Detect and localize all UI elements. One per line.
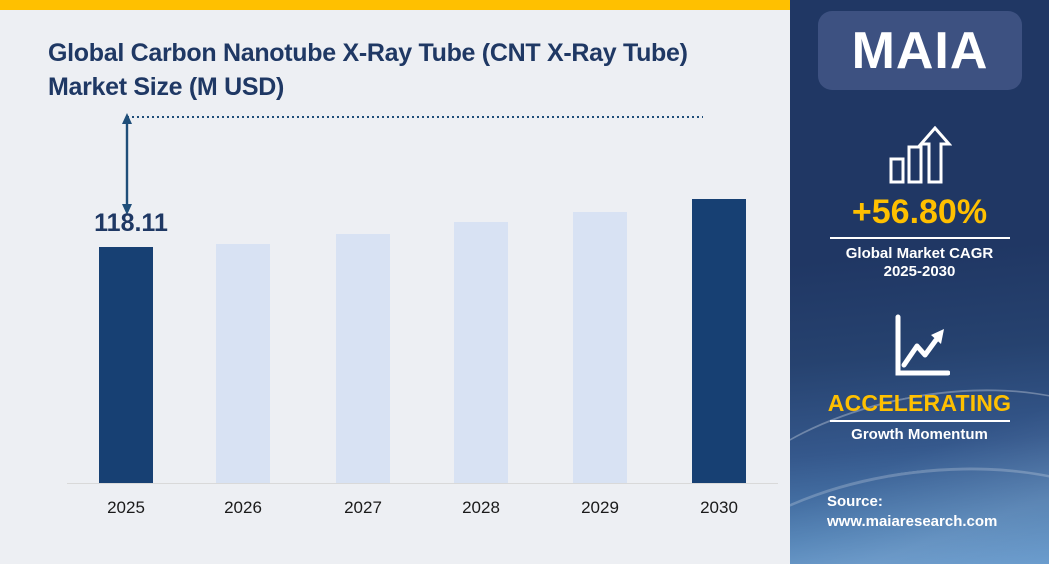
- x-axis-label-2025: 2025: [107, 498, 145, 517]
- x-axis-label-2028: 2028: [462, 498, 500, 517]
- cagr-value: +56.80%: [851, 193, 988, 231]
- dotted-reference-line: [127, 116, 703, 118]
- bar-2030: [692, 199, 746, 483]
- sidebar: MAIA +56.80% Global Market CAGR 2025-203…: [790, 0, 1049, 564]
- momentum-label: Growth Momentum: [851, 426, 988, 443]
- chart-title: Global Carbon Nanotube X-Ray Tube (CNT X…: [48, 36, 748, 104]
- divider: [830, 237, 1010, 239]
- source-block: Source: www.maiaresearch.com: [827, 492, 997, 532]
- bar-plot: 118.11 2025 2026 2027 2028 2029 2030: [67, 113, 778, 517]
- x-axis-line: [67, 483, 778, 484]
- chart-title-line2: Market Size (M USD): [48, 73, 285, 101]
- logo-text: MAIA: [851, 21, 989, 80]
- source-label: Source:: [827, 493, 883, 510]
- cagr-label: Global Market CAGR 2025-2030: [790, 245, 1049, 281]
- double-arrow-icon: [122, 113, 132, 215]
- x-axis-label-2029: 2029: [581, 498, 619, 517]
- cagr-label-line2: 2025-2030: [883, 263, 956, 280]
- line-chart-up-icon: [790, 313, 1049, 386]
- glow-decoration: [790, 394, 1049, 564]
- x-axis-label-2027: 2027: [344, 498, 382, 517]
- cagr-label-line1: Global Market CAGR: [845, 245, 994, 262]
- top-accent-bar: [0, 0, 790, 10]
- x-axis-label-2030: 2030: [700, 498, 738, 517]
- chart-title-line1: Global Carbon Nanotube X-Ray Tube (CNT X…: [48, 39, 688, 67]
- bar-2027: [336, 234, 390, 483]
- bar-2029: [573, 212, 627, 483]
- divider: [830, 420, 1010, 422]
- momentum-value: ACCELERATING: [827, 390, 1012, 416]
- bar-2028: [454, 222, 508, 483]
- x-axis-label-2026: 2026: [224, 498, 262, 517]
- bar-2026: [216, 244, 270, 483]
- bar-2025: [99, 247, 153, 483]
- bar-chart-up-arrow-icon: [790, 125, 1049, 189]
- source-url[interactable]: www.maiaresearch.com: [827, 513, 998, 530]
- logo-badge: MAIA: [818, 11, 1022, 90]
- value-label-2025: 118.11: [94, 209, 168, 237]
